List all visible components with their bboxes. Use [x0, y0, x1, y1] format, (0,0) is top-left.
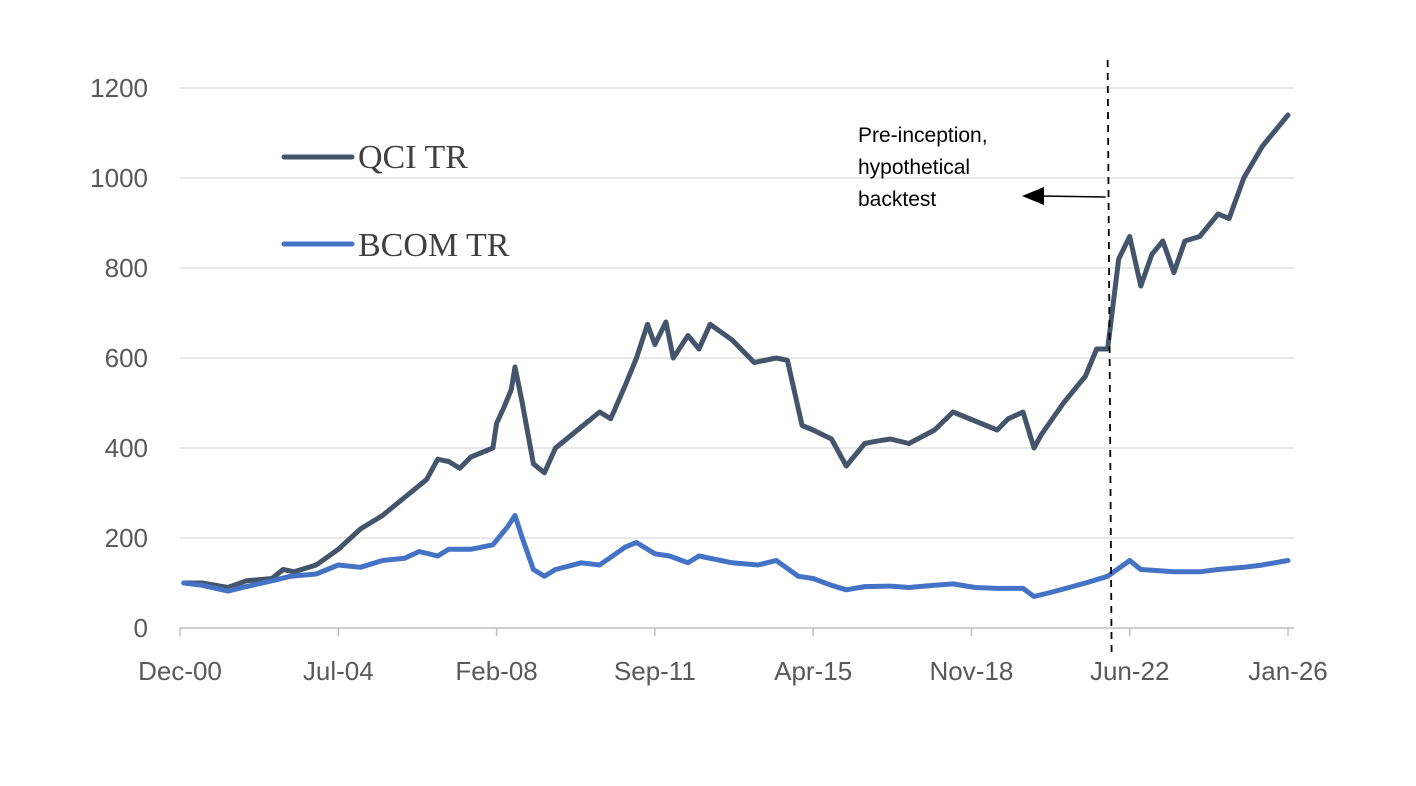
gridlines: 0 200 400 600 800 1000 1200: [90, 73, 1294, 643]
y-tick-label: 1000: [90, 163, 148, 193]
x-tick-label: Jul-04: [303, 656, 374, 686]
legend-label-qci: QCI TR: [358, 139, 468, 176]
x-tick-label: Feb-08: [455, 656, 537, 686]
series-line-bcom-tr: [181, 513, 1291, 599]
annotation: [1022, 59, 1113, 656]
y-tick-label: 200: [105, 523, 148, 553]
series-lines: [181, 112, 1291, 599]
annotation-arrowhead: [1022, 187, 1044, 205]
annotation-line-2: hypothetical: [858, 156, 970, 179]
x-tick-label: Dec-00: [138, 656, 222, 686]
series-line-qci-tr: [181, 112, 1291, 590]
x-axis: Dec-00 Jul-04 Feb-08 Sep-11 Apr-15 Nov-18 Jun-…: [138, 627, 1328, 686]
x-tick-label: Sep-11: [614, 656, 696, 686]
y-tick-label: 400: [105, 433, 148, 463]
legend-label-bcom: BCOM TR: [358, 227, 510, 264]
x-tick-label: Nov-18: [930, 656, 1014, 686]
inception-divider: [1106, 59, 1113, 656]
x-tick-label: Jan-26: [1248, 656, 1328, 686]
y-tick-label: 1200: [90, 73, 148, 103]
annotation-arrow-shaft: [1039, 195, 1106, 198]
x-tick-label: Jun-22: [1090, 656, 1170, 686]
annotation-line-1: Pre-inception,: [858, 124, 988, 147]
y-tick-label: 800: [105, 253, 148, 283]
y-tick-label: 0: [134, 613, 148, 643]
annotation-text: Pre-inception, hypothetical backtest: [858, 124, 988, 211]
annotation-line-3: backtest: [858, 188, 936, 211]
x-tick-label: Apr-15: [774, 656, 852, 686]
legend: QCI TR BCOM TR: [281, 139, 510, 264]
y-tick-label: 600: [105, 343, 148, 373]
